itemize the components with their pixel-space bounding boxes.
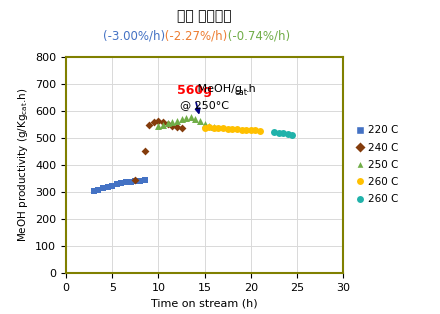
240 C [164, 121, 171, 126]
Text: 560g: 560g [177, 84, 212, 97]
260 C [247, 128, 254, 133]
Text: MeOH/g: MeOH/g [194, 84, 242, 94]
250 C [187, 115, 194, 120]
220 C [90, 188, 97, 193]
Text: 활성 감소속도: 활성 감소속도 [177, 9, 232, 24]
260 C [206, 125, 213, 130]
Y-axis label: MeOH productivity (g/Kg$_{\mathrm{cat}}$.h): MeOH productivity (g/Kg$_{\mathrm{cat}}$… [15, 88, 29, 242]
220 C [99, 185, 106, 190]
Text: (-0.74%/h): (-0.74%/h) [224, 30, 290, 43]
220 C [132, 179, 139, 184]
260 C [257, 128, 264, 133]
260 C [252, 128, 259, 133]
240 C [169, 123, 176, 128]
220 C [127, 179, 134, 184]
260 C [275, 130, 282, 135]
240 C [150, 120, 158, 125]
260 C [229, 127, 236, 132]
220 C [109, 183, 116, 188]
260 C [238, 127, 245, 132]
220 C [136, 178, 143, 183]
260 C [220, 126, 227, 131]
Text: (-2.27%/h): (-2.27%/h) [161, 30, 227, 43]
250 C [160, 122, 167, 127]
250 C [196, 118, 203, 123]
250 C [164, 121, 171, 126]
Text: (-3.00%/h): (-3.00%/h) [103, 30, 165, 43]
250 C [183, 116, 190, 121]
240 C [141, 149, 148, 154]
260 C [201, 126, 208, 131]
X-axis label: Time on stream (h): Time on stream (h) [151, 299, 258, 308]
220 C [114, 182, 121, 187]
260 C [233, 127, 240, 132]
Text: @ 250°C: @ 250°C [180, 100, 229, 110]
Legend: 220 C, 240 C, 250 C, 260 C, 260 C: 220 C, 240 C, 250 C, 260 C, 260 C [351, 121, 403, 208]
220 C [104, 185, 111, 190]
260 C [289, 132, 296, 137]
260 C [284, 132, 291, 137]
250 C [201, 121, 208, 126]
260 C [270, 130, 278, 135]
Text: .h: .h [246, 84, 257, 94]
220 C [122, 180, 130, 185]
260 C [224, 126, 231, 131]
220 C [118, 181, 125, 186]
240 C [173, 124, 180, 129]
250 C [210, 125, 217, 130]
220 C [141, 177, 148, 182]
250 C [178, 117, 185, 122]
240 C [178, 126, 185, 131]
240 C [155, 118, 162, 123]
Text: cat: cat [234, 88, 247, 97]
250 C [169, 120, 176, 125]
260 C [243, 127, 250, 133]
260 C [210, 125, 217, 130]
250 C [206, 123, 213, 128]
250 C [173, 118, 180, 123]
240 C [132, 177, 139, 182]
250 C [192, 116, 199, 121]
260 C [215, 126, 222, 131]
220 C [95, 187, 102, 192]
240 C [146, 122, 153, 127]
240 C [160, 120, 167, 125]
250 C [155, 124, 162, 129]
260 C [280, 131, 287, 136]
